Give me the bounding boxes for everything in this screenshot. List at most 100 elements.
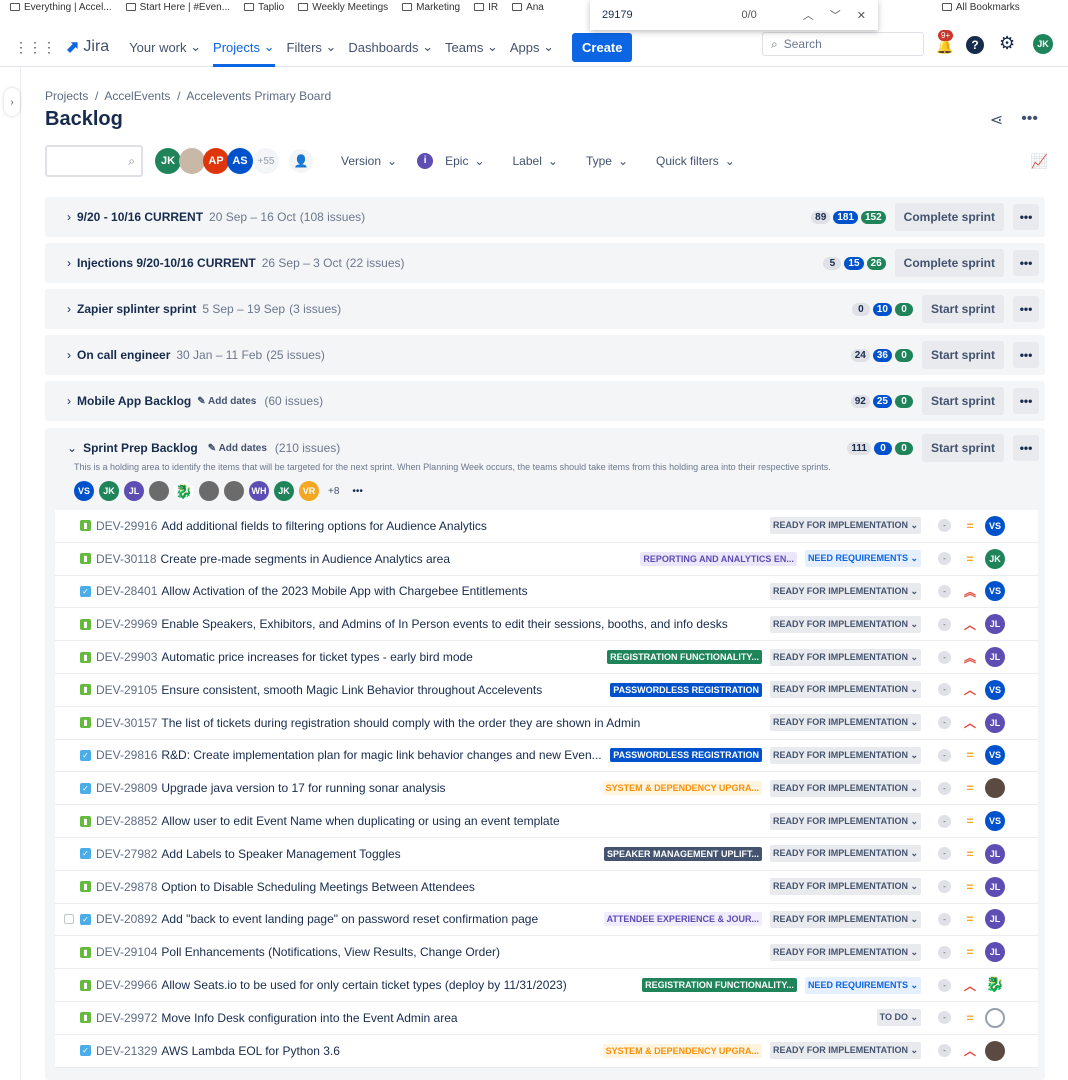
chevron-right-icon[interactable]: › bbox=[67, 394, 71, 408]
sprint-header[interactable]: › Injections 9/20-10/16 CURRENT 26 Sep – … bbox=[45, 243, 1045, 283]
status-dropdown[interactable]: READY FOR IMPLEMENTATION ⌄ bbox=[769, 681, 921, 699]
status-dropdown[interactable]: TO DO ⌄ bbox=[876, 1009, 921, 1027]
issue-row[interactable]: ✓ DEV-21329 AWS Lambda EOL for Python 3.… bbox=[55, 1034, 1038, 1068]
issue-row[interactable]: ▮ DEV-30157 The list of tickets during r… bbox=[55, 706, 1038, 740]
estimate-badge[interactable]: - bbox=[938, 519, 951, 533]
more-assignees[interactable]: +8 bbox=[328, 485, 340, 497]
breadcrumb-project[interactable]: AccelEvents bbox=[104, 89, 171, 103]
filter-version[interactable]: Version ⌄ bbox=[341, 154, 398, 168]
chevron-right-icon[interactable]: › bbox=[67, 256, 71, 270]
issue-summary[interactable]: Enable Speakers, Exhibitors, and Admins … bbox=[161, 617, 728, 632]
filter-avatar-more[interactable]: +55 bbox=[253, 148, 279, 174]
issue-row[interactable]: ✓ DEV-29816 R&D: Create implementation p… bbox=[55, 739, 1038, 773]
status-dropdown[interactable]: READY FOR IMPLEMENTATION ⌄ bbox=[769, 582, 921, 600]
assignee-avatar-dragon[interactable]: 🐉 bbox=[985, 976, 1005, 994]
find-prev-icon[interactable]: ︿ bbox=[802, 10, 814, 22]
assignee-avatar[interactable]: VS bbox=[985, 515, 1005, 536]
issue-key[interactable]: DEV-29916 bbox=[96, 518, 158, 533]
status-dropdown[interactable]: READY FOR IMPLEMENTATION ⌄ bbox=[769, 845, 921, 863]
issue-row[interactable]: ▮ DEV-29972 Move Info Desk configuration… bbox=[55, 1001, 1038, 1035]
assignee-avatar[interactable]: VS bbox=[74, 481, 94, 501]
issue-key[interactable]: DEV-28852 bbox=[96, 814, 158, 829]
issue-key[interactable]: DEV-20892 bbox=[96, 912, 158, 927]
filter-label[interactable]: Label ⌄ bbox=[512, 154, 558, 168]
assignee-avatar[interactable]: JL bbox=[985, 614, 1005, 635]
assignee-avatar[interactable]: JL bbox=[985, 647, 1005, 668]
sprint-action-button[interactable]: Complete sprint bbox=[894, 203, 1004, 231]
row-checkbox[interactable] bbox=[64, 914, 74, 925]
sprint-more-button[interactable]: ••• bbox=[1013, 204, 1039, 230]
issue-key[interactable]: DEV-29809 bbox=[96, 781, 158, 796]
status-dropdown[interactable]: NEED REQUIREMENTS ⌄ bbox=[804, 550, 921, 568]
issue-row[interactable]: ▮ DEV-29916 Add additional fields to fil… bbox=[55, 510, 1038, 543]
estimate-badge[interactable]: - bbox=[938, 945, 951, 959]
estimate-badge[interactable]: - bbox=[938, 847, 951, 861]
issue-row[interactable]: ▮ DEV-29903 Automatic price increases fo… bbox=[55, 641, 1038, 674]
sprint-more-button[interactable]: ••• bbox=[1013, 342, 1039, 368]
issue-key[interactable]: DEV-27982 bbox=[96, 846, 158, 861]
assignee-avatar[interactable]: JL bbox=[985, 712, 1005, 733]
filter-type[interactable]: Type ⌄ bbox=[585, 154, 629, 168]
nav-apps[interactable]: Apps ⌄ bbox=[509, 39, 555, 55]
issue-summary[interactable]: Create pre-made segments in Audience Ana… bbox=[160, 551, 451, 566]
estimate-badge[interactable]: - bbox=[938, 748, 951, 762]
issue-key[interactable]: DEV-29105 bbox=[96, 682, 158, 697]
filter-epic[interactable]: i Epic ⌄ bbox=[417, 153, 485, 169]
estimate-badge[interactable]: - bbox=[938, 978, 951, 992]
expand-sidebar-button[interactable]: › bbox=[4, 88, 20, 116]
assignee-avatar-photo[interactable] bbox=[985, 778, 1005, 799]
estimate-badge[interactable]: - bbox=[938, 650, 951, 664]
breadcrumb-projects[interactable]: Projects bbox=[45, 89, 89, 103]
assignee-avatar[interactable] bbox=[199, 481, 219, 501]
status-dropdown[interactable]: READY FOR IMPLEMENTATION ⌄ bbox=[769, 910, 921, 928]
sprint-action-button[interactable]: Complete sprint bbox=[894, 249, 1004, 277]
issue-row[interactable]: ▮ DEV-29105 Ensure consistent, smooth Ma… bbox=[55, 673, 1038, 707]
issue-summary[interactable]: Upgrade java version to 17 for running s… bbox=[161, 781, 446, 796]
chevron-right-icon[interactable]: › bbox=[67, 210, 71, 224]
jira-logo[interactable]: ⬈ Jira bbox=[66, 37, 109, 57]
issue-summary[interactable]: Move Info Desk configuration into the Ev… bbox=[161, 1010, 458, 1025]
issue-summary[interactable]: Ensure consistent, smooth Magic Link Beh… bbox=[161, 682, 543, 697]
issue-key[interactable]: DEV-30118 bbox=[96, 551, 157, 566]
bookmark-all[interactable]: All Bookmarks bbox=[941, 2, 1020, 13]
issue-summary[interactable]: Allow user to edit Event Name when dupli… bbox=[161, 814, 560, 829]
sprint-header[interactable]: › Mobile App Backlog ✎ Add dates (60 issu… bbox=[45, 381, 1045, 421]
issue-row[interactable]: ✓ DEV-28401 Allow Activation of the 2023… bbox=[55, 575, 1038, 609]
status-dropdown[interactable]: NEED REQUIREMENTS ⌄ bbox=[804, 976, 921, 994]
status-dropdown[interactable]: READY FOR IMPLEMENTATION ⌄ bbox=[769, 648, 921, 666]
status-dropdown[interactable]: READY FOR IMPLEMENTATION ⌄ bbox=[769, 615, 921, 633]
sprint-more-button[interactable]: ••• bbox=[1013, 296, 1039, 322]
issue-key[interactable]: DEV-29104 bbox=[96, 945, 158, 960]
chevron-down-icon[interactable]: ⌄ bbox=[67, 441, 78, 455]
bookmark[interactable]: Ana bbox=[512, 2, 544, 13]
issue-key[interactable]: DEV-29972 bbox=[96, 1010, 158, 1025]
epic-lozenge[interactable]: REPORTING AND ANALYTICS EN... bbox=[640, 551, 797, 566]
share-icon[interactable]: ⋖ bbox=[989, 112, 1004, 129]
create-button[interactable]: Create bbox=[572, 32, 633, 62]
nav-teams[interactable]: Teams ⌄ bbox=[445, 39, 498, 55]
filter-avatar[interactable]: AS bbox=[227, 148, 253, 174]
assignee-avatar[interactable]: JL bbox=[985, 876, 1005, 897]
estimate-badge[interactable]: - bbox=[938, 683, 951, 697]
nav-filters[interactable]: Filters ⌄ bbox=[286, 39, 337, 55]
settings-icon[interactable]: ⚙ bbox=[999, 33, 1016, 53]
add-dates-button[interactable]: ✎ Add dates bbox=[207, 442, 267, 454]
estimate-badge[interactable]: - bbox=[938, 1044, 951, 1058]
find-input[interactable]: 29179 bbox=[602, 9, 633, 21]
sprint-header[interactable]: ⌄ Sprint Prep Backlog ✎ Add dates (210 i… bbox=[45, 428, 1045, 468]
issue-row[interactable]: ▮ DEV-29966 Allow Seats.io to be used fo… bbox=[55, 969, 1038, 1002]
estimate-badge[interactable]: - bbox=[938, 716, 951, 730]
assignee-avatar[interactable]: JK bbox=[985, 548, 1005, 569]
sprint-header[interactable]: › Zapier splinter sprint 5 Sep – 19 Sep (… bbox=[45, 289, 1045, 329]
assignee-avatar[interactable]: VS bbox=[985, 581, 1005, 602]
user-avatar[interactable]: JK bbox=[1033, 34, 1053, 54]
issue-summary[interactable]: Automatic price increases for ticket typ… bbox=[161, 650, 473, 665]
assignee-avatar[interactable]: JL bbox=[985, 843, 1005, 864]
filter-quick-filters[interactable]: Quick filters ⌄ bbox=[656, 154, 735, 168]
find-next-icon[interactable]: ﹀ bbox=[829, 10, 841, 22]
chevron-right-icon[interactable]: › bbox=[67, 348, 71, 362]
issue-summary[interactable]: R&D: Create implementation plan for magi… bbox=[161, 748, 602, 763]
estimate-badge[interactable]: - bbox=[938, 880, 951, 894]
status-dropdown[interactable]: READY FOR IMPLEMENTATION ⌄ bbox=[769, 714, 921, 732]
epic-lozenge[interactable]: PASSWORDLESS REGISTRATION bbox=[610, 682, 762, 697]
